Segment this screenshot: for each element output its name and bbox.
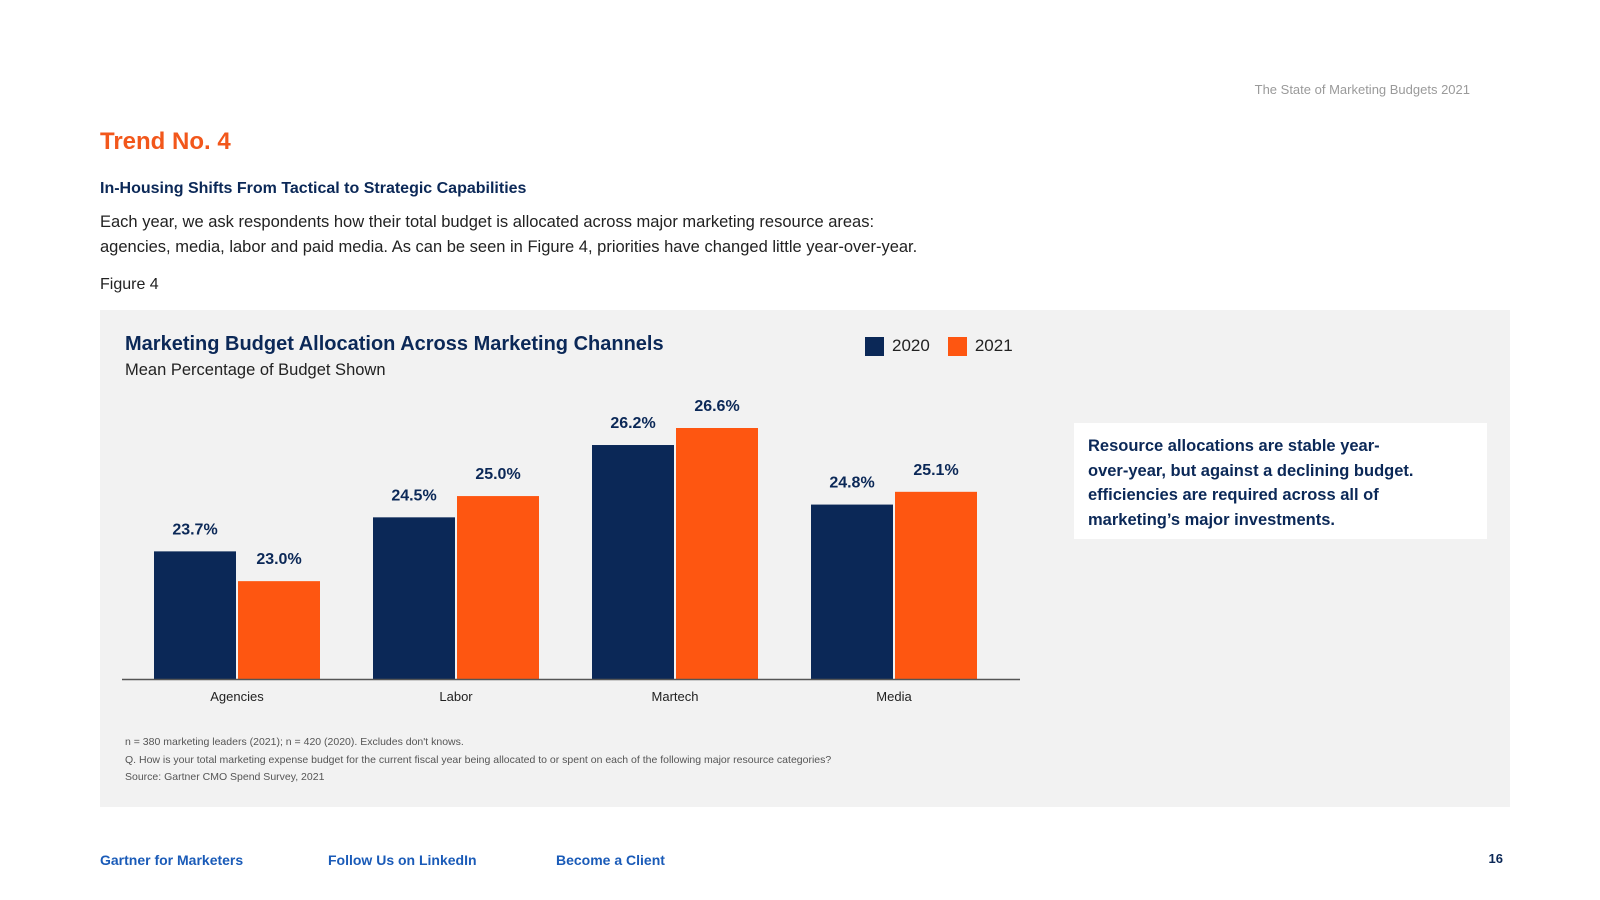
legend-item-2021: 2021 xyxy=(947,336,1013,356)
callout-line: efficiencies are required across all of xyxy=(1088,486,1379,504)
note-source: Source: Gartner CMO Spend Survey, 2021 xyxy=(125,771,325,783)
note-sample: n = 380 marketing leaders (2021); n = 42… xyxy=(125,736,464,748)
data-label-media-2020: 24.8% xyxy=(829,475,874,492)
callout-line: marketing’s major investments. xyxy=(1088,510,1335,529)
footer-link-linkedin[interactable]: Follow Us on LinkedIn xyxy=(328,852,477,868)
legend-swatch-2020 xyxy=(865,336,884,356)
bar-martech-2021 xyxy=(676,428,758,679)
figure-label: Figure 4 xyxy=(100,276,159,293)
bar-agencies-2020 xyxy=(154,551,236,679)
intro-paragraph: Each year, we ask respondents how their … xyxy=(100,210,1080,260)
bar-agencies-2021 xyxy=(238,581,320,679)
chart-legend: 2020 2021 xyxy=(865,336,1031,356)
legend-label-2021: 2021 xyxy=(974,336,1013,355)
callout-line: over-year, but against a declining budge… xyxy=(1088,461,1414,480)
document-title: The State of Marketing Budgets 2021 xyxy=(1254,82,1470,97)
bar-media-2021 xyxy=(895,491,977,679)
bar-martech-2020 xyxy=(592,445,674,679)
legend-label-2020: 2020 xyxy=(892,336,930,355)
callout-line: Resource allocations are stable year- xyxy=(1088,437,1380,455)
callout-box: Resource allocations are stable year- ov… xyxy=(1074,423,1487,539)
footer-link-become-a-client[interactable]: Become a Client xyxy=(556,852,665,868)
page-number: 16 xyxy=(1488,851,1503,866)
x-tick-label-labor: Labor xyxy=(439,689,473,704)
intro-line: Each year, we ask respondents how their … xyxy=(100,213,875,231)
section-subheading: In-Housing Shifts From Tactical to Strat… xyxy=(100,180,527,197)
trend-label: Trend No. 4 xyxy=(100,128,231,155)
data-label-media-2021: 25.1% xyxy=(913,462,958,479)
bar-labor-2021 xyxy=(457,496,539,679)
chart-subtitle: Mean Percentage of Budget Shown xyxy=(125,361,386,379)
data-label-labor-2020: 24.5% xyxy=(391,487,436,504)
note-question: Q. How is your total marketing expense b… xyxy=(125,753,832,766)
data-label-agencies-2021: 23.0% xyxy=(256,551,301,568)
chart-panel: Marketing Budget Allocation Across Marke… xyxy=(100,310,1510,807)
data-label-labor-2021: 25.0% xyxy=(475,466,520,483)
chart-notes: n = 380 marketing leaders (2021); n = 42… xyxy=(125,734,831,787)
intro-line: agencies, media, labor and paid media. A… xyxy=(100,238,918,256)
data-label-martech-2021: 26.6% xyxy=(694,398,739,415)
bar-labor-2020 xyxy=(373,517,455,679)
x-tick-label-media: Media xyxy=(876,689,912,704)
bar-chart: 23.7% 23.0% Agencies 24.5% 25.0% Labor 26.2% 26… xyxy=(122,398,1020,704)
legend-item-2020: 2020 xyxy=(865,336,930,356)
chart-title: Marketing Budget Allocation Across Marke… xyxy=(125,333,664,355)
bar-media-2020 xyxy=(811,504,893,679)
legend-swatch-2021 xyxy=(947,336,967,356)
footer-link-gartner-for-marketers[interactable]: Gartner for Marketers xyxy=(100,852,244,868)
data-label-martech-2020: 26.2% xyxy=(610,415,655,432)
x-tick-label-agencies: Agencies xyxy=(210,689,264,704)
data-label-agencies-2020: 23.7% xyxy=(172,521,217,538)
x-tick-label-martech: Martech xyxy=(652,689,699,704)
